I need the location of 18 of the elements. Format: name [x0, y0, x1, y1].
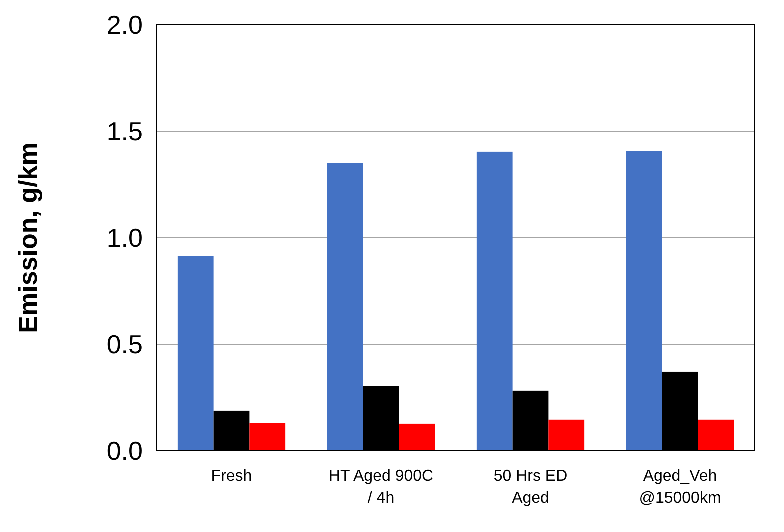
- x-tick-label: Fresh: [211, 468, 252, 485]
- bar: [327, 163, 364, 451]
- bar: [399, 424, 436, 451]
- x-tick-label: 50 Hrs ED Aged: [494, 468, 568, 507]
- y-tick-label: 0.5: [106, 330, 143, 360]
- bar: [698, 420, 734, 451]
- y-tick-label: 1.5: [106, 116, 143, 147]
- bar: [548, 420, 585, 451]
- x-tick-label: Aged_Veh @15000km: [639, 468, 722, 507]
- bar: [626, 151, 662, 451]
- y-tick-label: 1.0: [106, 223, 143, 254]
- y-tick-label: 2.0: [106, 10, 143, 40]
- bar: [476, 152, 513, 451]
- y-tick-label: 0.0: [106, 436, 143, 466]
- bar: [250, 423, 286, 451]
- x-tick-label: HT Aged 900C / 4h: [328, 468, 434, 507]
- y-axis-title: Emission, g/km: [13, 142, 43, 334]
- bar: [178, 256, 214, 451]
